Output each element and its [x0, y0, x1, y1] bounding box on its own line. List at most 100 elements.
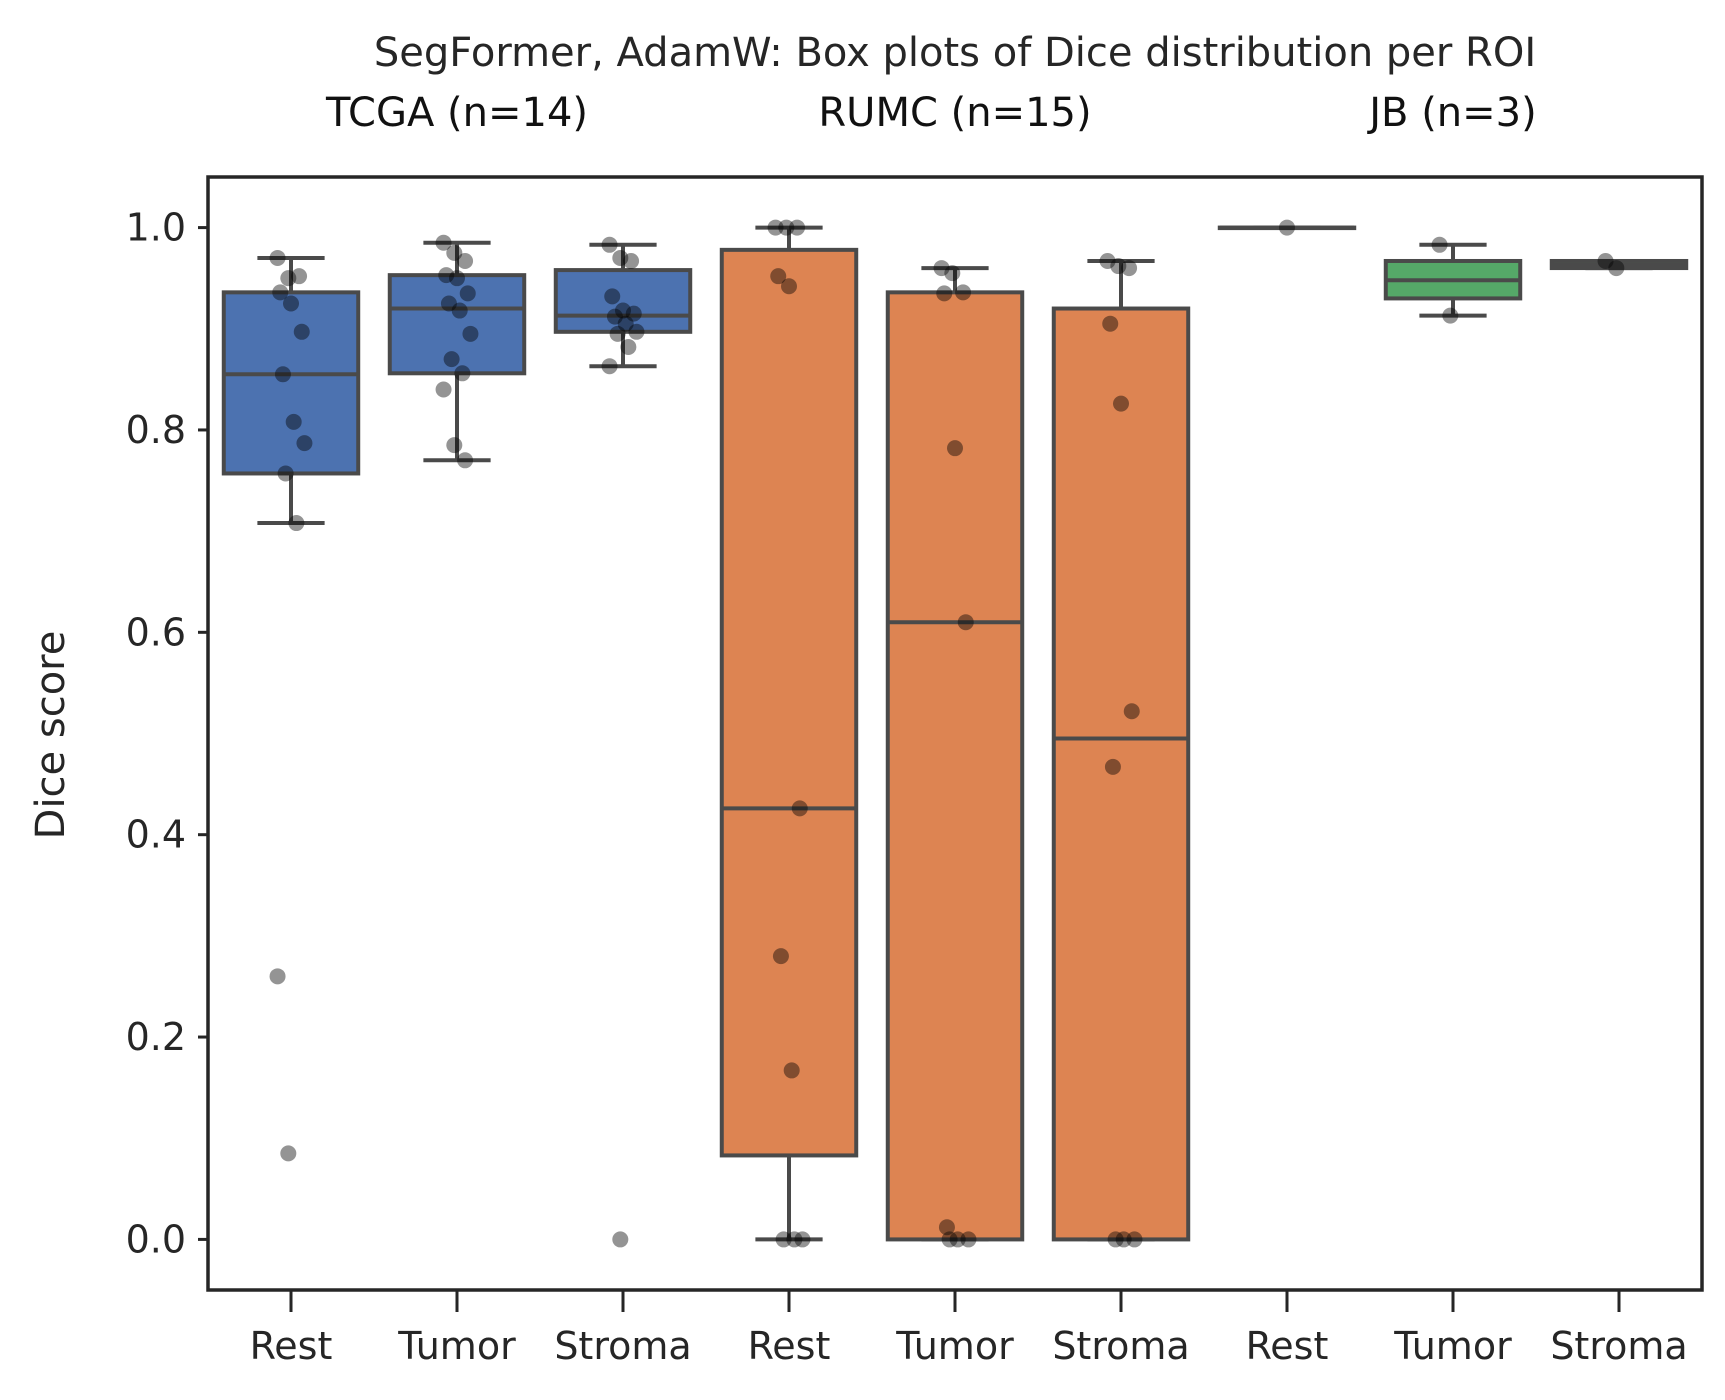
data-point: [938, 1219, 955, 1236]
data-point: [272, 284, 289, 301]
data-point: [1099, 252, 1116, 269]
x-tick-label: Tumor: [1393, 1324, 1512, 1368]
data-point: [462, 325, 479, 342]
data-point: [296, 435, 313, 452]
group-title: JB (n=3): [1366, 90, 1536, 136]
data-point: [1104, 758, 1121, 775]
data-point: [435, 234, 452, 251]
data-point: [936, 285, 953, 302]
x-tick-label: Tumor: [397, 1324, 516, 1368]
box-2-0: [1217, 225, 1357, 231]
data-point: [1431, 236, 1448, 253]
data-point: [291, 268, 308, 285]
data-point: [625, 305, 642, 322]
data-point: [604, 288, 621, 305]
data-point: [435, 381, 452, 398]
data-point: [783, 1062, 800, 1079]
data-point: [606, 308, 623, 325]
y-tick-label: 0.0: [126, 1217, 186, 1261]
box-2-2: [1549, 258, 1689, 271]
data-point: [1113, 395, 1129, 412]
data-point: [775, 1231, 792, 1248]
x-tick-label: Rest: [250, 1324, 333, 1368]
box-0-0: [221, 255, 361, 526]
y-axis-label: Dice score: [28, 631, 74, 840]
data-point: [1608, 260, 1625, 277]
data-point: [772, 948, 789, 965]
data-point: [446, 244, 463, 261]
box-1-0: [719, 225, 859, 1242]
data-point: [947, 440, 963, 457]
box-1-2: [1051, 258, 1191, 1242]
points-layer: [269, 219, 1625, 1248]
data-point: [280, 1145, 297, 1162]
box-0-2: [553, 242, 693, 369]
data-point: [285, 413, 302, 430]
data-point: [786, 1231, 803, 1248]
data-point: [1102, 315, 1119, 332]
data-point: [601, 236, 618, 253]
data-point: [1442, 307, 1459, 324]
data-point: [293, 323, 310, 340]
data-point: [269, 968, 286, 985]
data-point: [781, 278, 797, 295]
x-tick-label: Tumor: [895, 1324, 1014, 1368]
data-point: [288, 515, 305, 532]
data-point: [623, 252, 640, 269]
data-point: [609, 325, 626, 342]
data-point: [457, 452, 474, 469]
data-point: [767, 219, 784, 236]
data-point: [1597, 252, 1614, 269]
data-point: [1126, 1231, 1143, 1248]
data-point: [1121, 260, 1138, 277]
boxes-layer: [221, 225, 1689, 1242]
data-point: [443, 351, 460, 368]
group-title: TCGA (n=14): [325, 90, 588, 136]
data-point: [459, 285, 476, 302]
y-tick-label: 1.0: [126, 206, 186, 250]
y-axis: 0.0 0.2 0.4 0.6 0.8 1.0: [126, 206, 208, 1261]
box-iqr: [221, 290, 361, 476]
box-1-1: [885, 266, 1025, 1242]
data-point: [446, 437, 463, 454]
data-point: [770, 268, 787, 285]
y-tick-label: 0.2: [126, 1015, 186, 1059]
data-point: [277, 465, 294, 482]
data-point: [438, 267, 455, 284]
data-point: [789, 219, 806, 236]
x-tick-label: Stroma: [554, 1324, 691, 1368]
data-point: [944, 265, 961, 282]
data-point: [274, 366, 291, 383]
data-point: [1123, 703, 1140, 720]
data-point: [457, 252, 474, 269]
y-tick-label: 0.8: [126, 408, 186, 452]
box-0-1: [387, 240, 527, 463]
data-point: [794, 1231, 811, 1248]
y-tick-label: 0.4: [126, 813, 186, 857]
x-tick-label: Rest: [748, 1324, 831, 1368]
data-point: [941, 1231, 958, 1248]
box-iqr: [387, 273, 527, 376]
data-point: [601, 358, 618, 375]
y-tick-label: 0.6: [126, 610, 186, 654]
data-point: [960, 1231, 977, 1248]
box-2-1: [1383, 242, 1523, 318]
data-point: [957, 614, 974, 631]
box-iqr: [719, 247, 859, 1158]
data-point: [791, 800, 808, 817]
data-point: [955, 284, 972, 301]
x-tick-label: Rest: [1246, 1324, 1329, 1368]
box-iqr: [1051, 306, 1191, 1242]
data-point: [1107, 1231, 1124, 1248]
x-tick-label: Stroma: [1052, 1324, 1189, 1368]
data-point: [612, 1231, 629, 1248]
group-titles: TCGA (n=14) RUMC (n=15) JB (n=3): [325, 90, 1537, 136]
data-point: [778, 219, 795, 236]
data-point: [620, 338, 637, 355]
data-point: [612, 249, 629, 266]
data-point: [615, 302, 631, 319]
box-iqr: [553, 268, 693, 334]
data-point: [933, 260, 950, 277]
